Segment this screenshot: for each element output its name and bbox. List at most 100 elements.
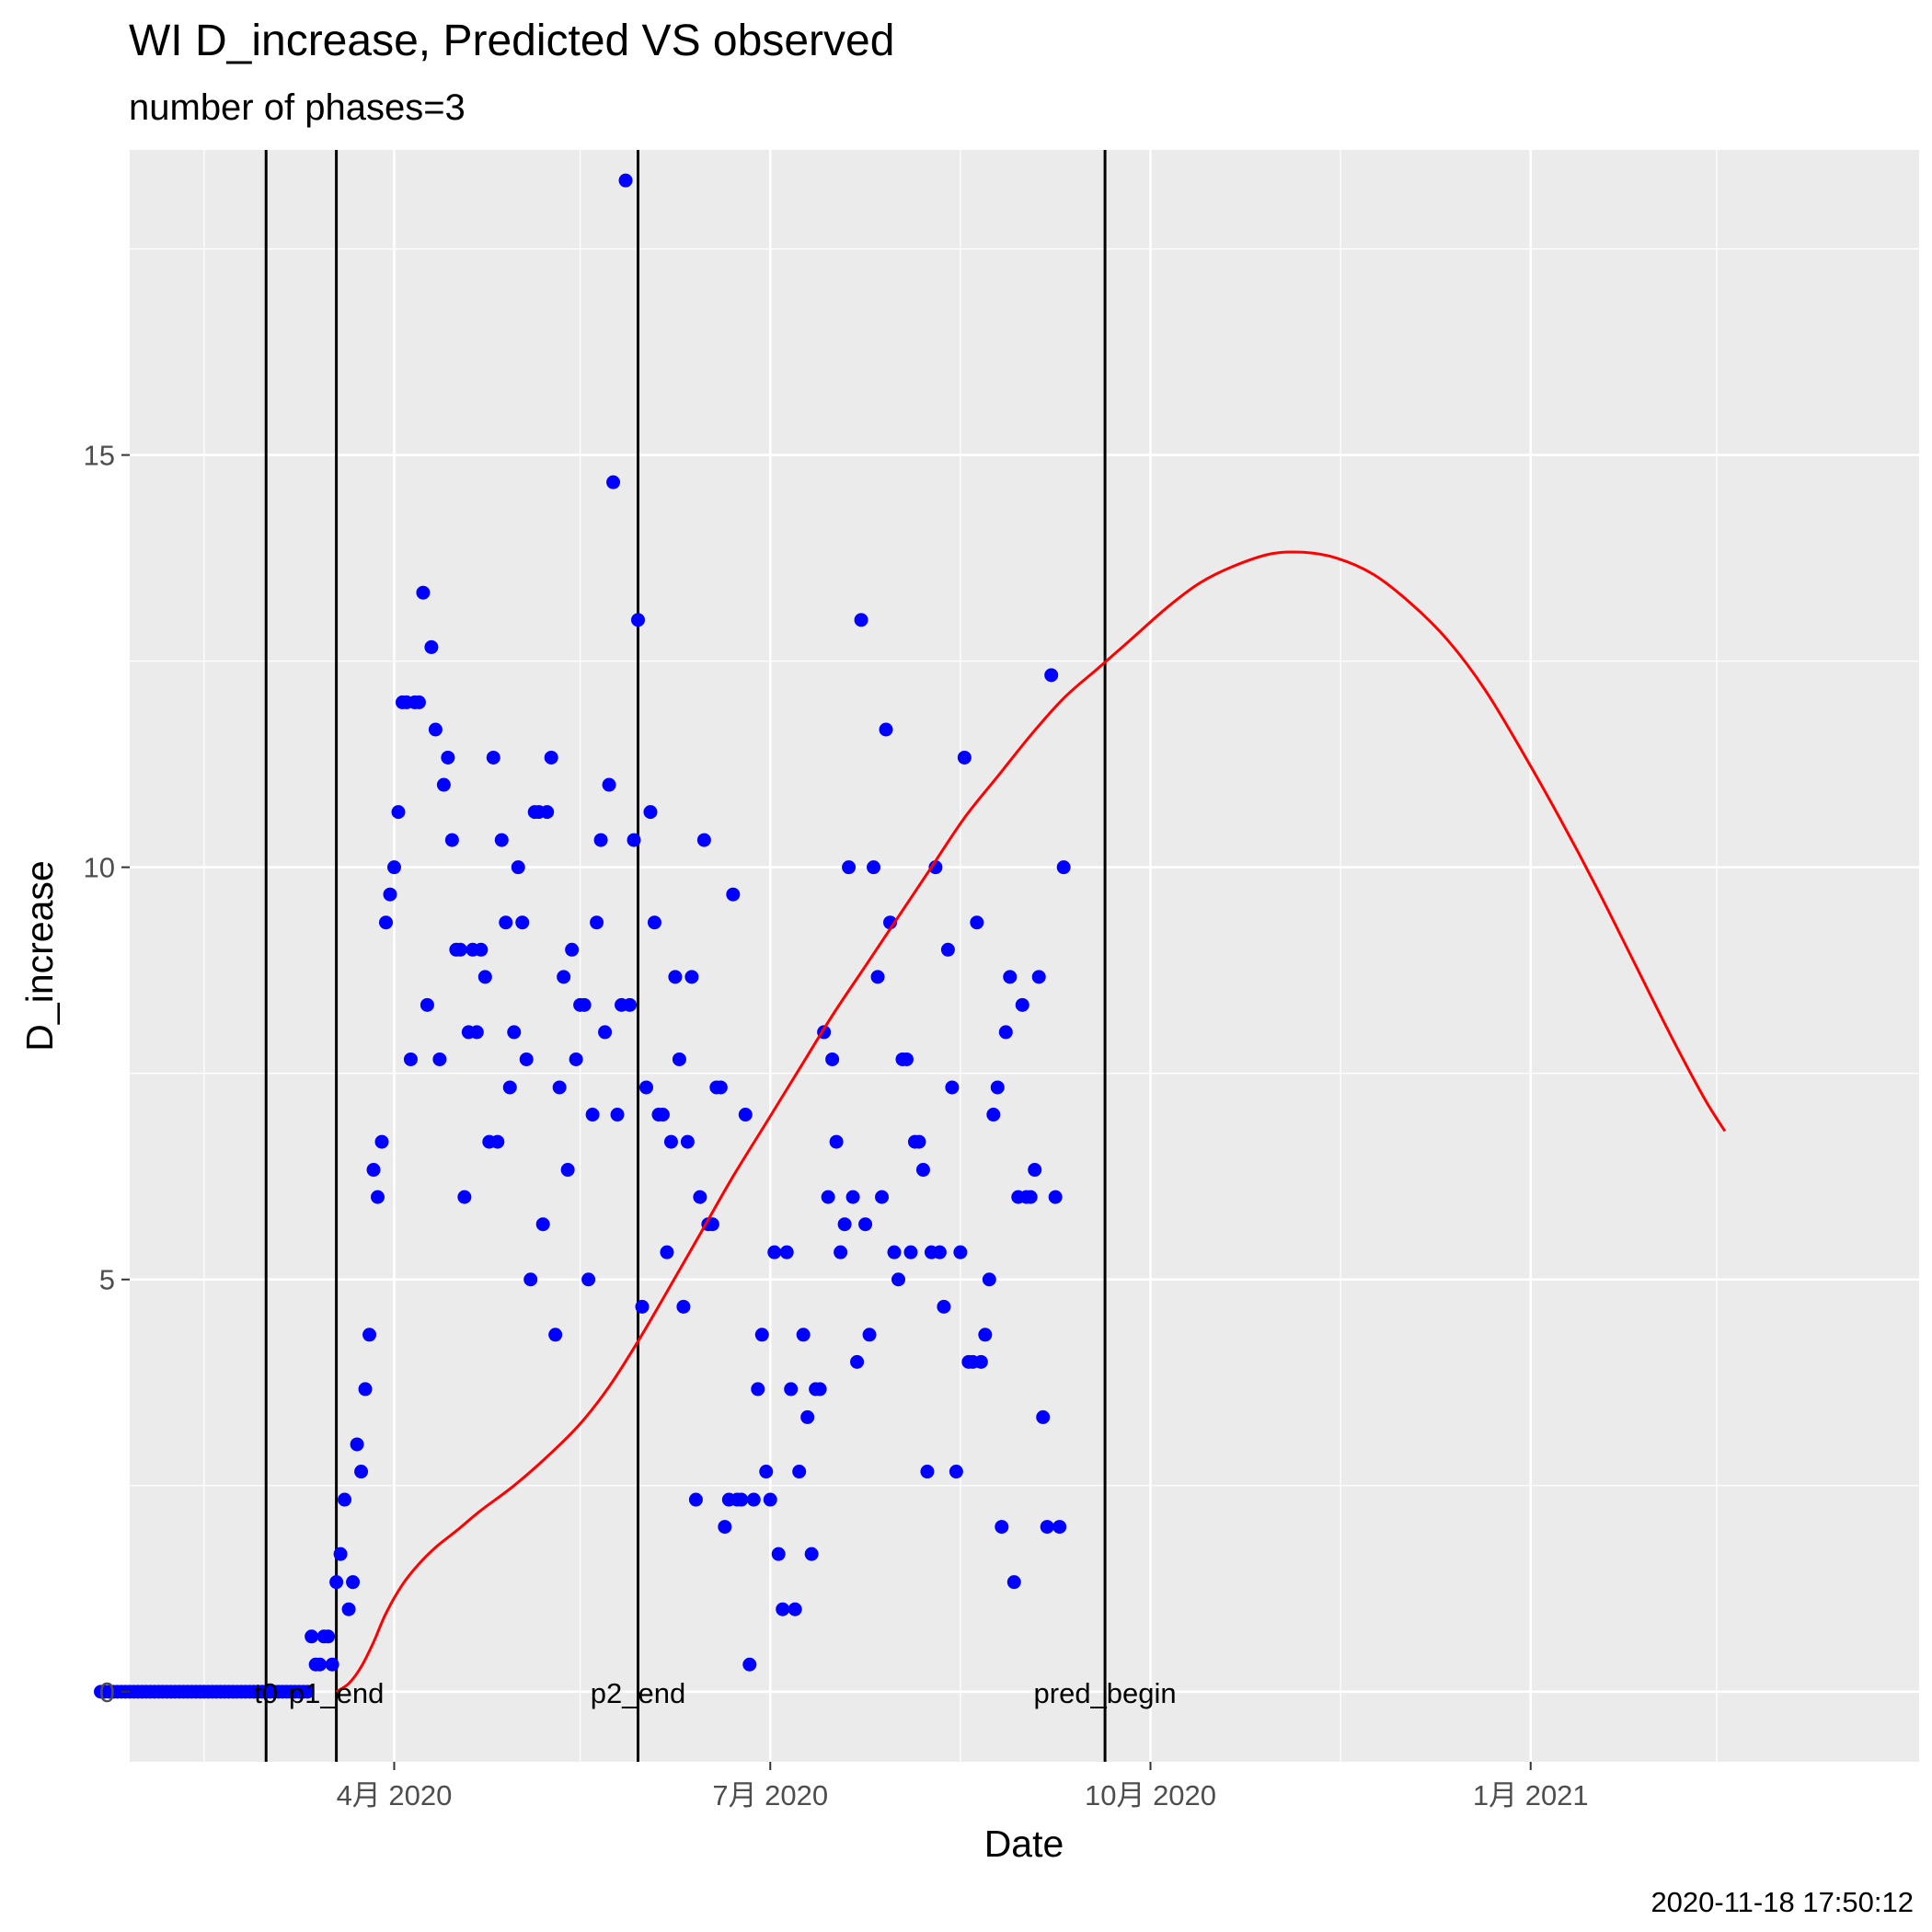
observed-point — [362, 1328, 377, 1342]
observed-point — [300, 1685, 315, 1699]
observed-point — [990, 1080, 1005, 1095]
observed-point — [486, 750, 500, 765]
observed-point — [581, 1272, 596, 1287]
observed-point — [945, 1080, 960, 1095]
observed-point — [535, 1217, 550, 1232]
observed-point — [867, 860, 881, 875]
observed-point — [618, 173, 633, 188]
observed-point — [891, 1272, 905, 1287]
observed-point — [515, 915, 530, 930]
observed-point — [416, 585, 431, 600]
observed-point — [565, 942, 580, 957]
observed-point — [862, 1328, 877, 1342]
observed-point — [788, 1602, 802, 1616]
plot-panel — [130, 150, 1919, 1762]
observed-point — [1048, 1190, 1063, 1204]
observed-point — [834, 1245, 848, 1259]
phase-label: pred_begin — [1034, 1677, 1177, 1709]
observed-point — [912, 1134, 926, 1149]
observed-point — [623, 997, 638, 1012]
observed-point — [1052, 1520, 1067, 1535]
observed-point — [606, 475, 621, 489]
observed-point — [920, 1465, 935, 1479]
observed-point — [676, 1299, 691, 1314]
observed-point — [986, 1108, 1001, 1122]
observed-point — [577, 997, 592, 1012]
observed-point — [346, 1575, 361, 1590]
y-axis-label: D_increase — [18, 860, 61, 1051]
chart-subtitle: number of phases=3 — [129, 87, 466, 128]
observed-point — [386, 860, 401, 875]
observed-point — [973, 1354, 988, 1369]
observed-point — [937, 1299, 951, 1314]
observed-point — [519, 1052, 534, 1066]
observed-point — [499, 915, 513, 930]
observed-point — [754, 1328, 769, 1342]
observed-point — [663, 1134, 678, 1149]
y-axis: 0 5 10 15 — [84, 440, 130, 1708]
observed-point — [631, 613, 646, 627]
y-tick-label: 5 — [99, 1264, 115, 1296]
observed-point — [870, 970, 885, 984]
observed-point — [444, 833, 459, 847]
observed-point — [391, 805, 406, 820]
observed-point — [305, 1629, 319, 1644]
observed-point — [585, 1108, 600, 1122]
observed-point — [978, 1328, 993, 1342]
observed-point — [804, 1547, 819, 1561]
observed-point — [821, 1190, 835, 1204]
observed-point — [474, 942, 489, 957]
observed-point — [879, 722, 893, 737]
observed-point — [1023, 1190, 1038, 1204]
observed-point — [424, 639, 439, 654]
observed-point — [374, 1134, 389, 1149]
observed-point — [627, 833, 641, 847]
observed-point — [850, 1354, 865, 1369]
observed-point — [502, 1080, 517, 1095]
observed-point — [647, 915, 661, 930]
predicted-line — [335, 550, 1727, 1694]
observed-point — [548, 1328, 563, 1342]
observed-point — [995, 1520, 1009, 1535]
observed-point — [643, 805, 658, 820]
observed-point — [635, 1299, 650, 1314]
observed-point — [1031, 970, 1046, 984]
observed-point — [688, 1492, 703, 1507]
observed-point — [457, 1190, 472, 1204]
y-tick-label: 0 — [99, 1676, 115, 1708]
observed-point — [668, 970, 683, 984]
observed-point — [560, 1163, 575, 1178]
observed-point — [598, 1025, 613, 1040]
observed-point — [746, 1492, 761, 1507]
observed-point — [763, 1492, 777, 1507]
minor-gridlines — [130, 150, 1919, 1762]
observed-point — [767, 1245, 782, 1259]
phase-vlines — [264, 150, 1107, 1762]
observed-point — [552, 1080, 567, 1095]
observed-point — [358, 1382, 373, 1397]
observed-point — [338, 1492, 352, 1507]
observed-point — [441, 750, 455, 765]
observed-point — [1028, 1163, 1042, 1178]
observed-point — [593, 833, 608, 847]
observed-point — [590, 915, 604, 930]
observed-point — [403, 1052, 418, 1066]
observed-point — [738, 1108, 753, 1122]
observed-point — [371, 1190, 385, 1204]
observed-point — [796, 1328, 811, 1342]
observed-point — [333, 1547, 348, 1561]
observed-point — [940, 942, 955, 957]
observed-point — [453, 942, 467, 957]
observed-point — [477, 970, 492, 984]
observed-point — [411, 695, 426, 709]
timestamp-footer: 2020-11-18 17:50:12 — [1650, 1886, 1914, 1918]
x-tick-label: 10月 2020 — [1085, 1779, 1216, 1811]
observed-point — [837, 1217, 852, 1232]
phase-label: p1_end — [289, 1677, 384, 1709]
observed-point — [858, 1217, 873, 1232]
major-gridlines — [130, 150, 1919, 1762]
x-axis-label: Date — [984, 1823, 1064, 1865]
observed-point — [557, 970, 571, 984]
observed-point — [800, 1409, 815, 1424]
observed-point — [726, 887, 741, 902]
